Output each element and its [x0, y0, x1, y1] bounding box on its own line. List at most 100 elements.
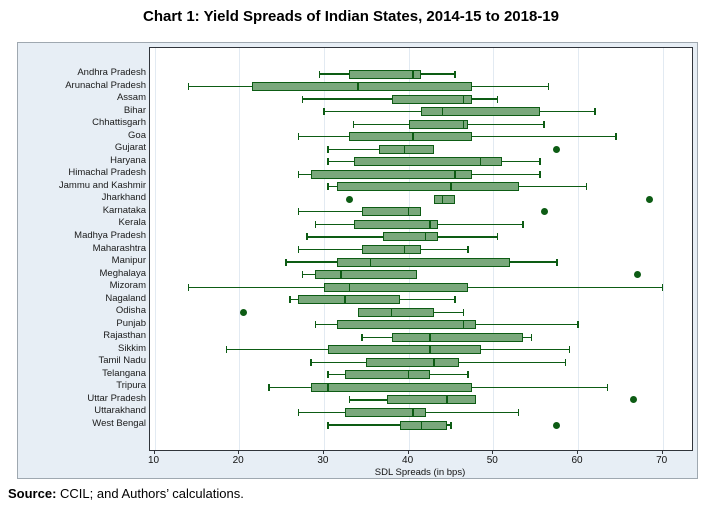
box: [336, 182, 519, 192]
median-line: [424, 232, 427, 242]
box: [362, 207, 422, 217]
y-axis-label: Mizoram: [109, 280, 146, 292]
whisker-cap: [297, 208, 300, 216]
box: [349, 69, 422, 79]
whisker-cap: [606, 383, 609, 391]
whisker-cap: [462, 308, 465, 316]
box: [315, 270, 418, 280]
box-plot-row: [150, 130, 692, 143]
box-plot-row: [150, 193, 692, 206]
box: [378, 144, 434, 154]
whisker-line: [226, 349, 329, 351]
gridline: [662, 48, 664, 450]
whisker-line: [429, 374, 468, 376]
box: [366, 357, 460, 367]
box: [298, 295, 401, 305]
box: [336, 320, 477, 330]
box: [353, 157, 502, 167]
whisker-line: [362, 336, 392, 338]
x-tick-label: 10: [147, 455, 160, 466]
whisker-cap: [318, 70, 321, 78]
y-axis-label: Haryana: [110, 154, 146, 166]
box-plot-row: [150, 180, 692, 193]
box-plot-row: [150, 155, 692, 168]
box: [408, 119, 468, 129]
median-line: [428, 345, 431, 355]
box: [336, 257, 511, 267]
y-axis-label: Himachal Pradesh: [68, 167, 146, 179]
whisker-line: [472, 136, 617, 138]
whisker-line: [472, 98, 498, 100]
whisker-cap: [585, 183, 588, 191]
whisker-cap: [661, 283, 664, 291]
median-line: [407, 207, 410, 217]
box: [362, 245, 422, 254]
whisker-line: [467, 286, 663, 288]
box-plot-row: [150, 331, 692, 344]
y-axis-label: Arunachal Pradesh: [65, 79, 146, 91]
y-axis-label: Manipur: [111, 255, 146, 267]
source-label: Source:: [8, 486, 57, 501]
box-plot-row: [150, 356, 692, 369]
y-axis-label: Jammu and Kashmir: [58, 179, 146, 191]
box-plot-row: [150, 80, 692, 93]
whisker-line: [467, 123, 545, 125]
median-line: [369, 257, 372, 267]
box: [311, 169, 473, 179]
median-line: [390, 307, 393, 317]
outlier-dot: [633, 271, 641, 279]
median-line: [412, 407, 414, 417]
median-line: [454, 169, 456, 179]
y-axis-label: Gujarat: [114, 142, 146, 154]
whisker-line: [328, 186, 337, 188]
chart-figure: Andhra Pradesh Arunachal Pradesh Assam Biha…: [17, 42, 698, 479]
x-tick: [407, 450, 409, 454]
box-plot-row: [150, 293, 692, 306]
whisker-line: [434, 311, 464, 313]
median-line: [428, 332, 431, 342]
source-text: CCIL; and Authors’ calculations.: [56, 486, 244, 501]
whisker-line: [438, 223, 523, 225]
median-line: [462, 119, 465, 129]
x-tick-label: 20: [232, 455, 244, 466]
y-axis-label: Tamil Nadu: [98, 355, 146, 367]
whisker-line: [298, 173, 312, 175]
plot-area: [149, 47, 693, 451]
whisker-line: [472, 85, 549, 88]
y-axis-label: Telangana: [102, 367, 146, 379]
whisker-line: [328, 424, 401, 426]
median-line: [462, 320, 465, 330]
whisker-cap: [450, 421, 452, 429]
x-tick: [238, 450, 240, 454]
whisker-cap: [496, 95, 499, 103]
whisker-line: [349, 399, 388, 401]
whisker-cap: [556, 258, 558, 266]
whisker-line: [539, 110, 595, 113]
y-axis-label: Kerala: [118, 217, 146, 229]
source-note: Source: CCIL; and Authors’ calculations.: [8, 486, 244, 501]
box: [383, 232, 439, 242]
box-plot-row: [150, 318, 692, 331]
whisker-cap: [539, 158, 541, 166]
gridline: [493, 48, 495, 450]
whisker-cap: [530, 333, 533, 341]
whisker-cap: [327, 371, 329, 379]
whisker-line: [480, 349, 570, 351]
whisker-cap: [454, 296, 456, 304]
whisker-line: [268, 386, 312, 388]
x-tick-label: 60: [571, 455, 583, 466]
median-line: [420, 420, 423, 430]
whisker-cap: [615, 133, 617, 141]
whisker-line: [323, 110, 422, 113]
whisker-line: [400, 299, 456, 301]
median-line: [356, 82, 359, 92]
whisker-cap: [285, 258, 287, 266]
box: [387, 395, 477, 405]
chart-title: Chart 1: Yield Spreads of Indian States,…: [143, 8, 559, 25]
box: [251, 82, 473, 92]
box: [323, 282, 468, 292]
whisker-cap: [187, 283, 190, 291]
outlier-dot: [553, 145, 561, 153]
whisker-line: [421, 248, 468, 251]
